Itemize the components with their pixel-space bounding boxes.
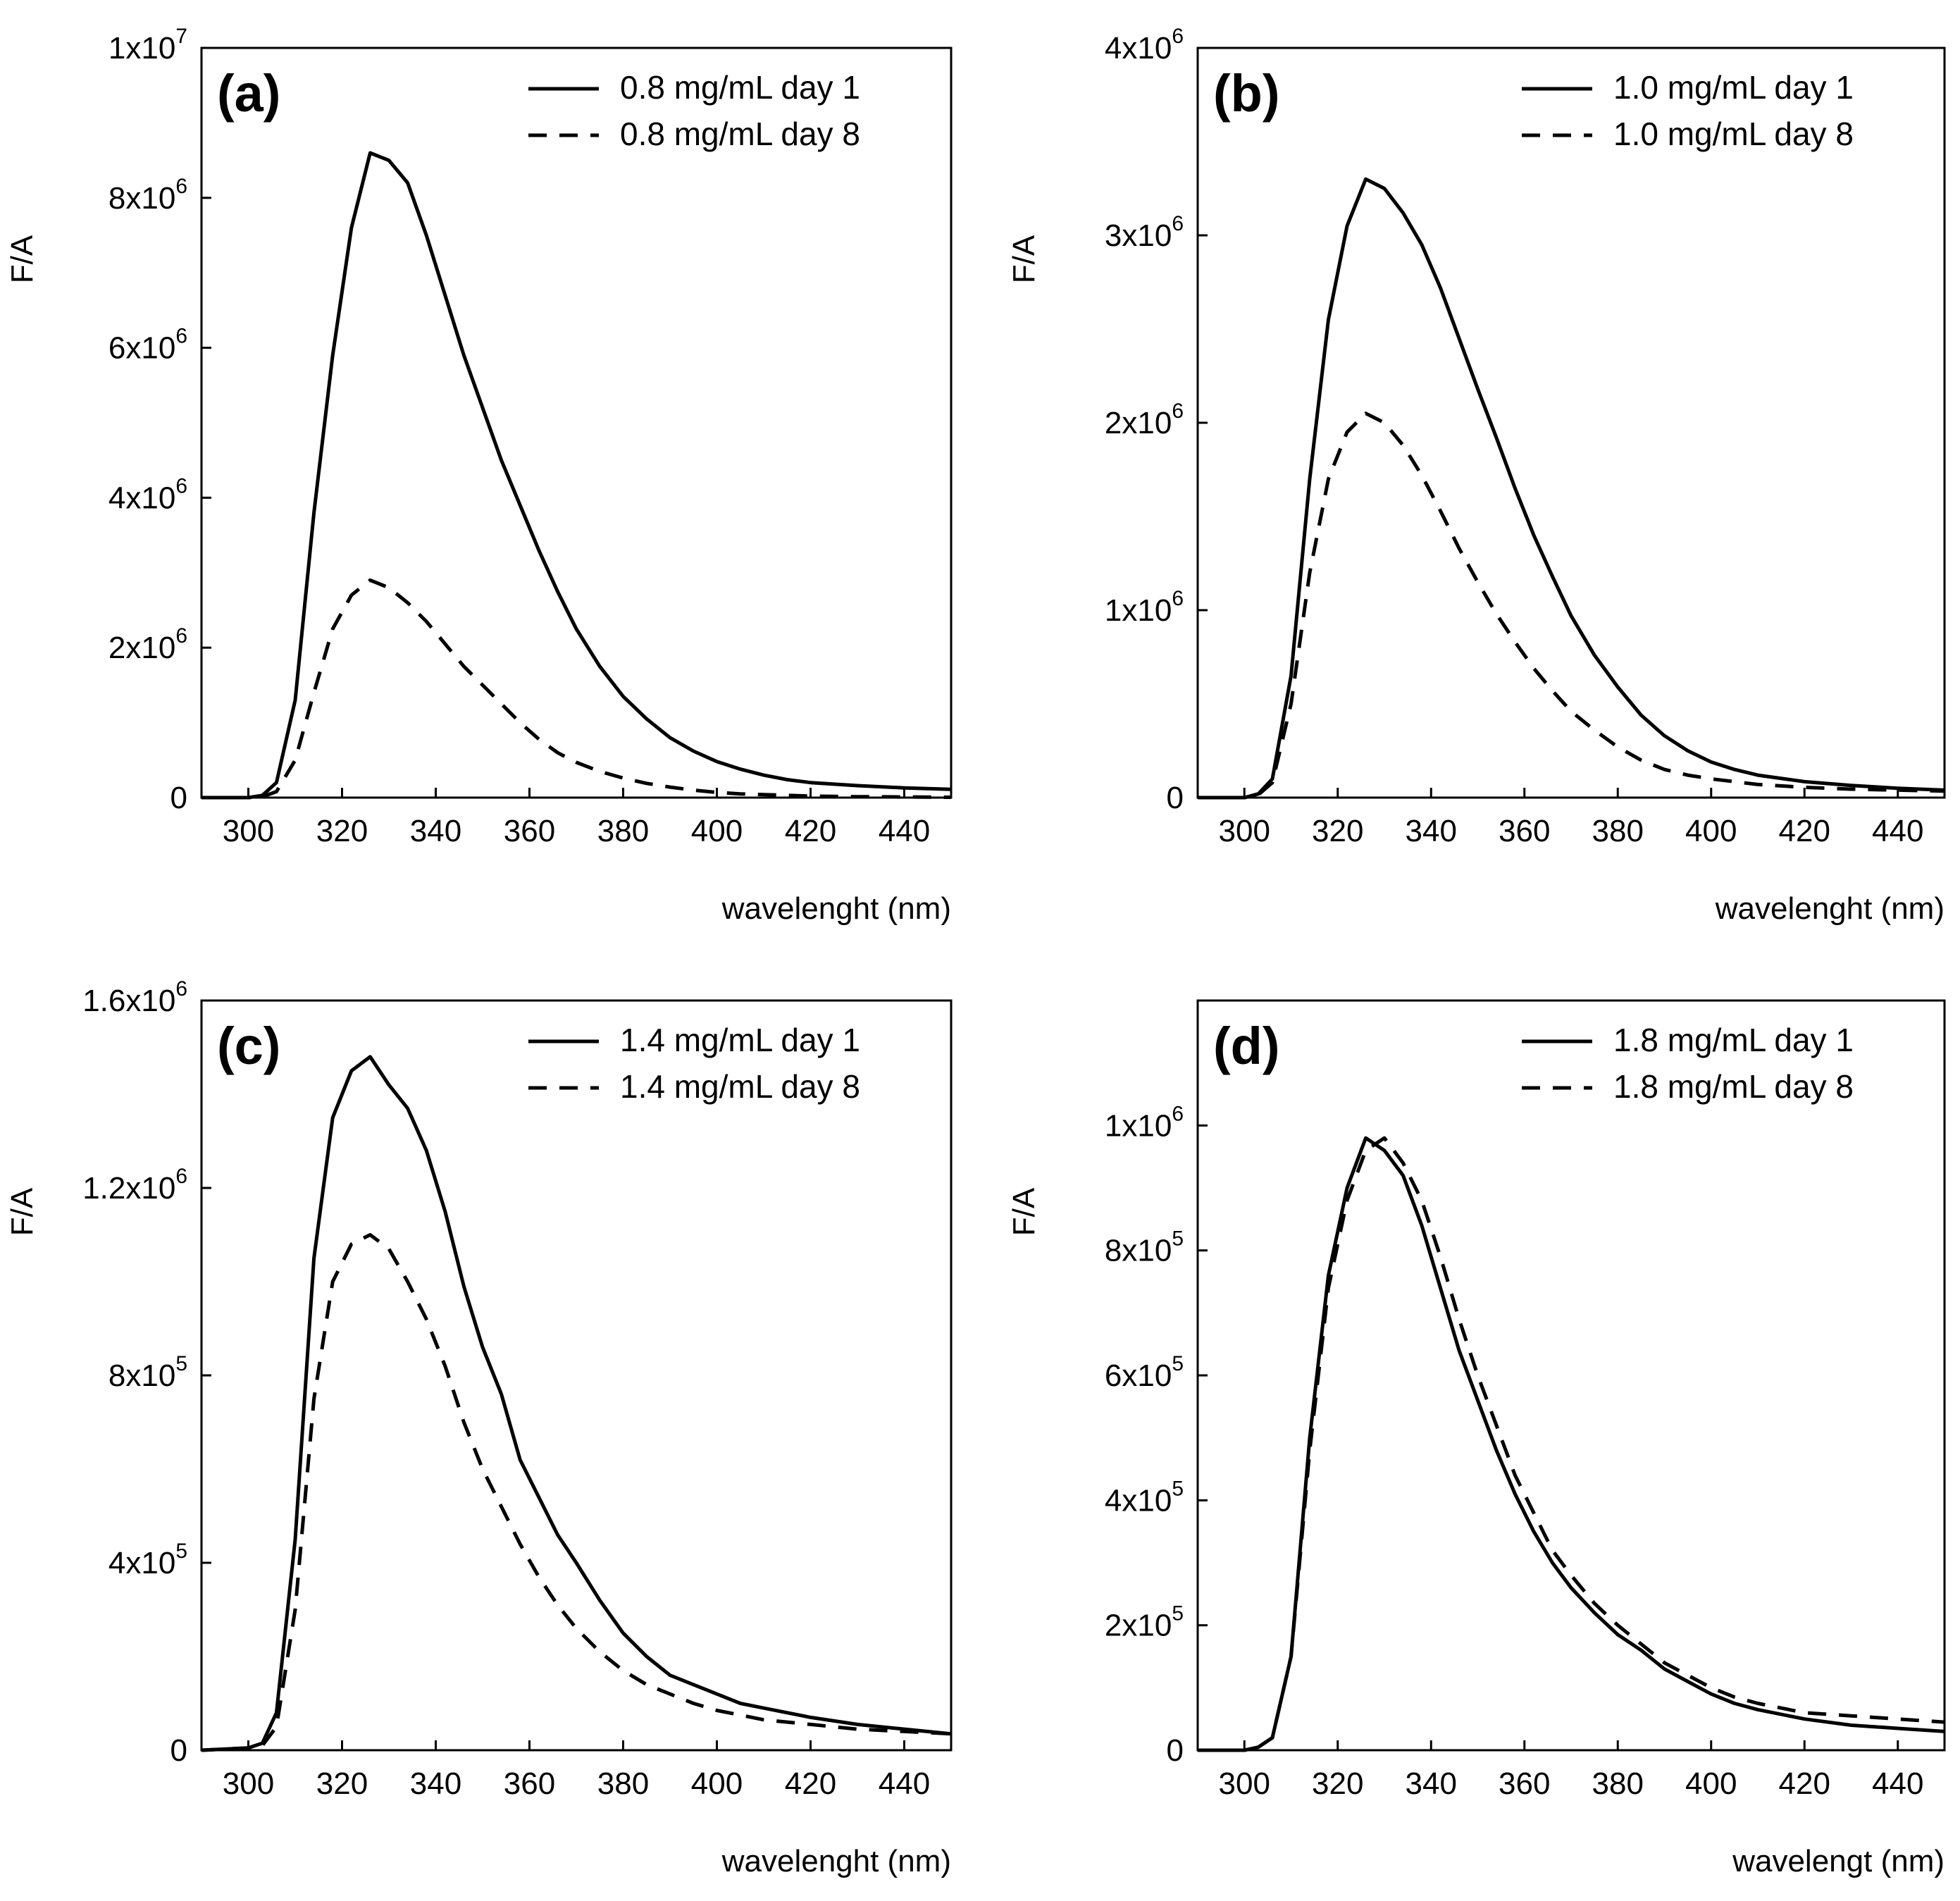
plot-frame	[200, 47, 953, 799]
y-tick-label: 0	[1167, 781, 1184, 815]
x-tick-label: 340	[1406, 814, 1457, 848]
x-tick-label: 420	[785, 1766, 836, 1801]
y-axis-title: F/A	[5, 1187, 39, 1236]
y-axis-title: F/A	[1007, 1187, 1041, 1236]
y-tick-label: 3x106	[1105, 212, 1184, 253]
x-tick-label: 340	[410, 814, 461, 848]
legend-label: 1.8 mg/mL day 1	[1613, 1022, 1854, 1058]
y-tick-label: 4x106	[108, 474, 187, 515]
x-tick-label: 320	[1312, 1766, 1363, 1801]
x-tick-label: 380	[1592, 814, 1644, 848]
y-axis-title: F/A	[5, 235, 39, 283]
legend-label: 0.8 mg/mL day 8	[620, 116, 860, 152]
x-tick-label: 380	[1592, 1766, 1644, 1801]
x-tick-label: 340	[410, 1766, 461, 1801]
y-tick-label: 6x105	[1105, 1352, 1184, 1393]
series-line-day8	[201, 578, 952, 800]
y-tick-label: 1.2x106	[82, 1165, 187, 1206]
x-axis-title: wavelengt (nm)	[1732, 1844, 1945, 1878]
y-tick-label: 1x106	[1105, 587, 1184, 628]
x-tick-label: 300	[1219, 1766, 1270, 1801]
y-tick-label: 8x106	[108, 175, 187, 216]
x-tick-label: 440	[879, 1766, 930, 1801]
x-tick-label: 320	[316, 1766, 368, 1801]
x-tick-label: 320	[1312, 814, 1363, 848]
y-tick-label: 6x106	[108, 325, 187, 366]
x-tick-label: 440	[1872, 814, 1923, 848]
panel-label: (b)	[1213, 64, 1280, 123]
legend-label: 1.0 mg/mL day 8	[1613, 116, 1854, 152]
plot-frame	[200, 999, 953, 1752]
x-tick-label: 320	[316, 814, 368, 848]
x-tick-label: 360	[504, 1766, 555, 1801]
y-tick-label: 0	[170, 1733, 187, 1768]
series-line-day1	[201, 1055, 952, 1752]
plot-frame	[1196, 47, 1946, 799]
x-tick-label: 380	[597, 1766, 649, 1801]
x-tick-label: 420	[785, 814, 836, 848]
y-tick-label: 4x106	[1105, 25, 1184, 66]
y-tick-label: 2x106	[108, 624, 187, 665]
y-tick-label: 1x106	[1105, 1102, 1184, 1143]
panel-b: 300 320 340 360 380 400 420 440 0 1x106 2x106 3x106…	[1007, 25, 1946, 926]
x-tick-label: 360	[1499, 1766, 1550, 1801]
x-tick-label: 440	[879, 814, 930, 848]
panel-d: 300 320 340 360 380 400 420 440 0 2x105 4x105 6x105…	[1007, 999, 1946, 1878]
x-tick-label: 300	[223, 814, 274, 848]
plot-frame	[1196, 999, 1946, 1752]
x-tick-label: 360	[504, 814, 555, 848]
legend-label: 1.4 mg/mL day 8	[620, 1068, 860, 1105]
x-tick-label: 440	[1872, 1766, 1923, 1801]
x-axis-title: wavelenght (nm)	[721, 891, 951, 926]
y-tick-label: 0	[1167, 1733, 1184, 1768]
x-tick-label: 340	[1406, 1766, 1457, 1801]
x-axis-title: wavelenght (nm)	[1715, 891, 1945, 926]
panel-a: 300 320 340 360 380 400 420 440 0 2x106 4x106 6x106…	[5, 25, 953, 926]
y-tick-label: 2x106	[1105, 400, 1184, 440]
legend-label: 1.0 mg/mL day 1	[1613, 69, 1854, 106]
x-tick-label: 380	[597, 814, 649, 848]
y-tick-label: 4x105	[108, 1540, 187, 1580]
x-tick-label: 300	[1219, 814, 1270, 848]
x-tick-label: 400	[691, 1766, 743, 1801]
legend-label: 1.8 mg/mL day 8	[1613, 1068, 1854, 1105]
panel-label: (c)	[217, 1017, 280, 1075]
x-axis-title: wavelenght (nm)	[721, 1844, 951, 1878]
y-tick-label: 8x105	[1105, 1227, 1184, 1268]
series-line-day1	[201, 151, 952, 800]
panel-c: 300 320 340 360 380 400 420 440 0 4x105 8x105 1.2x1…	[5, 977, 953, 1878]
y-tick-label: 0	[170, 781, 187, 815]
y-tick-label: 2x105	[1105, 1602, 1184, 1643]
x-tick-label: 400	[1685, 814, 1737, 848]
legend-label: 0.8 mg/mL day 1	[620, 69, 860, 106]
x-tick-label: 420	[1779, 1766, 1830, 1801]
y-tick-label: 1x107	[108, 25, 187, 66]
y-tick-label: 4x105	[1105, 1477, 1184, 1518]
series-line-day8	[201, 1233, 952, 1752]
x-tick-label: 400	[691, 814, 743, 848]
x-tick-label: 360	[1499, 814, 1550, 848]
panel-label: (d)	[1213, 1017, 1280, 1075]
y-tick-label: 8x105	[108, 1352, 187, 1393]
y-axis-title: F/A	[1007, 235, 1041, 283]
series-line-day8	[1198, 411, 1945, 800]
legend-label: 1.4 mg/mL day 1	[620, 1022, 860, 1058]
y-tick-label: 1.6x106	[82, 977, 187, 1018]
series-line-day8	[1198, 1136, 1945, 1752]
x-tick-label: 300	[223, 1766, 274, 1801]
x-tick-label: 400	[1685, 1766, 1737, 1801]
panel-label: (a)	[217, 64, 280, 123]
series-line-day1	[1198, 177, 1945, 800]
x-tick-label: 420	[1779, 814, 1830, 848]
